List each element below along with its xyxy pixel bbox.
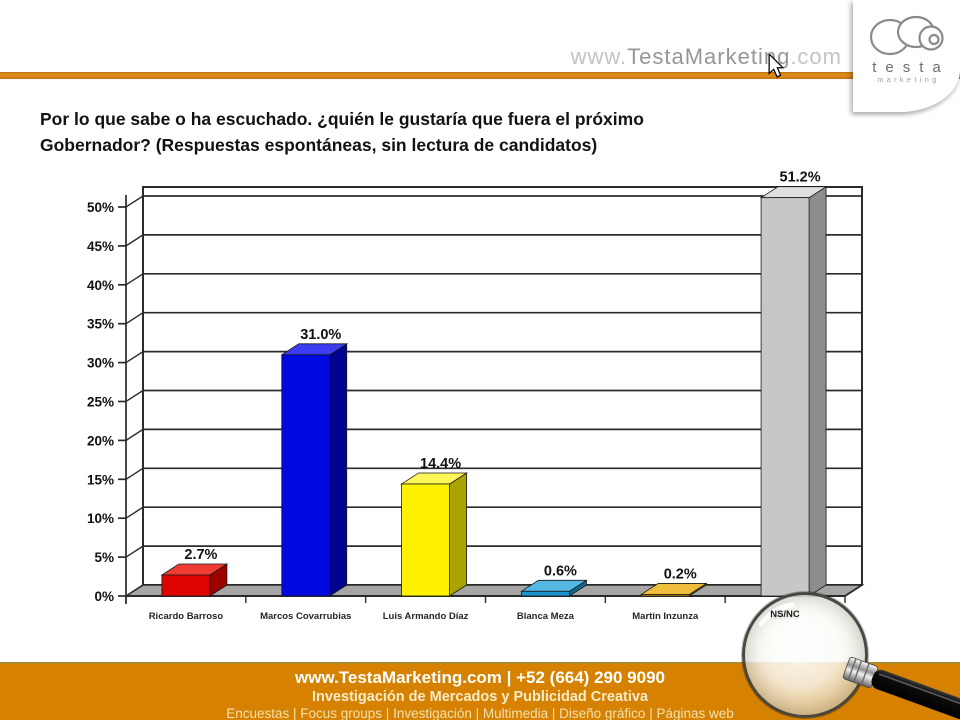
svg-text:Blanca Meza: Blanca Meza (517, 611, 575, 622)
logo-text: testa (872, 59, 950, 76)
svg-text:Martín Inzunza: Martín Inzunza (632, 611, 699, 622)
header-url-name: TestaMarketing (627, 44, 791, 69)
footer-contact: www.TestaMarketing.com | +52 (664) 290 9… (295, 668, 665, 687)
svg-text:14.4%: 14.4% (420, 456, 461, 472)
header-divider-rule (0, 72, 960, 79)
svg-text:50%: 50% (87, 200, 114, 215)
svg-text:2.7%: 2.7% (184, 547, 217, 563)
header-url-tld: .com (790, 44, 842, 69)
footer-tagline: Investigación de Mercados y Publicidad C… (311, 689, 649, 705)
svg-text:31.0%: 31.0% (300, 327, 341, 343)
svg-text:20%: 20% (87, 433, 114, 448)
svg-text:10%: 10% (87, 511, 114, 526)
footer-services: Encuestas | Focus groups | Investigación… (226, 706, 734, 720)
svg-text:0.6%: 0.6% (544, 563, 577, 579)
svg-text:51.2%: 51.2% (780, 170, 821, 186)
svg-text:0.2%: 0.2% (664, 566, 697, 582)
header-website-url: www.TestaMarketing.com (571, 44, 842, 70)
svg-text:Ricardo Barroso: Ricardo Barroso (149, 611, 224, 622)
svg-text:Marcos Covarrubias: Marcos Covarrubias (260, 611, 351, 622)
page-title-line2: Gobernador? (Respuestas espontáneas, sin… (40, 135, 598, 155)
header-url-www: www. (570, 44, 628, 69)
svg-text:15%: 15% (87, 472, 114, 487)
svg-text:25%: 25% (87, 395, 114, 410)
logo-subtext: marketing (877, 77, 940, 84)
category-label-nsnc: NS/NC (770, 609, 800, 620)
svg-text:45%: 45% (87, 239, 114, 254)
svg-text:5%: 5% (94, 550, 114, 565)
testa-circles-logo-icon (869, 15, 944, 56)
logo-card: testa marketing (853, 0, 960, 112)
page-title: Por lo que sabe o ha escuchado. ¿quién l… (40, 106, 740, 158)
svg-text:Luis Armando Díaz: Luis Armando Díaz (383, 611, 469, 622)
svg-text:0%: 0% (94, 589, 114, 604)
svg-text:30%: 30% (87, 356, 114, 371)
svg-text:40%: 40% (87, 278, 114, 293)
page-title-line1: Por lo que sabe o ha escuchado. ¿quién l… (40, 109, 644, 129)
svg-text:35%: 35% (87, 317, 114, 332)
mouse-cursor-icon (768, 54, 785, 78)
